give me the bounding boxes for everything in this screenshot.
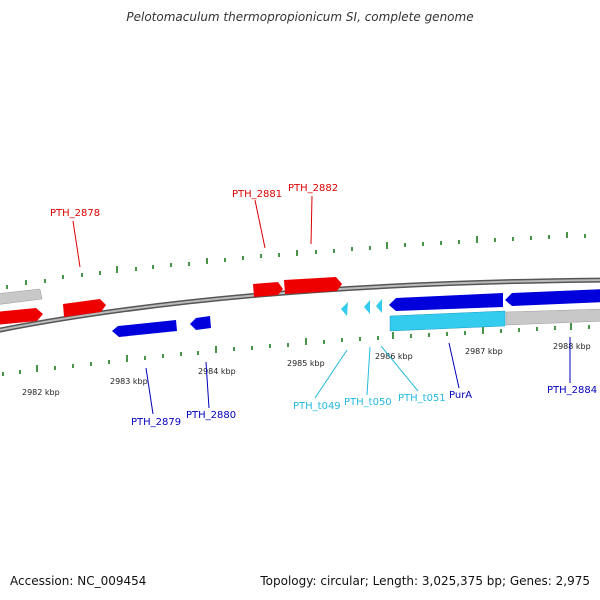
gene-forward-left[interactable] <box>0 308 43 325</box>
label-leader-lines <box>72 195 571 415</box>
accession-label: Accession: NC_009454 <box>10 574 147 588</box>
kbp-label-2986: 2986 kbp <box>375 352 413 361</box>
kbp-label-2982: 2982 kbp <box>22 388 60 397</box>
gene-rRNA-long[interactable] <box>389 310 506 332</box>
kbp-label-2988: 2988 kbp <box>553 342 591 351</box>
gene-label-PTH-t049[interactable]: PTH_t049 <box>293 401 341 412</box>
lower-tick-ring <box>2 323 590 376</box>
gene-label-PTH-2879[interactable]: PTH_2879 <box>131 417 181 428</box>
gene-label-PTH-2878[interactable]: PTH_2878 <box>50 208 100 219</box>
gene-label-PTH-2881[interactable]: PTH_2881 <box>232 189 282 200</box>
gene-label-PurA[interactable]: PurA <box>449 390 472 401</box>
map-title: Pelotomaculum thermopropionicum SI, comp… <box>126 10 474 24</box>
gene-PTH-2878[interactable] <box>63 299 106 317</box>
kbp-label-2985: 2985 kbp <box>287 359 325 368</box>
kbp-label-2987: 2987 kbp <box>465 347 503 356</box>
gene-PTH-2882[interactable] <box>284 277 342 294</box>
gene-label-PTH-2882[interactable]: PTH_2882 <box>288 183 338 194</box>
gene-PurA[interactable] <box>389 293 503 311</box>
kbp-label-2983: 2983 kbp <box>110 377 148 386</box>
gene-label-PTH-t050[interactable]: PTH_t050 <box>344 397 392 408</box>
upper-tick-ring <box>6 232 586 289</box>
gene-PTH-t051[interactable] <box>376 299 382 313</box>
gene-label-PTH-t051[interactable]: PTH_t051 <box>398 393 446 404</box>
gene-PTH-2881[interactable] <box>253 282 283 297</box>
kbp-label-2984: 2984 kbp <box>198 367 236 376</box>
gene-PTH-t050[interactable] <box>364 300 370 314</box>
gene-PTH-2879[interactable] <box>112 320 177 337</box>
genome-summary: Topology: circular; Length: 3,025,375 bp… <box>260 574 590 588</box>
gene-PTH-2880[interactable] <box>190 316 211 330</box>
gene-PTH-t049[interactable] <box>341 302 348 316</box>
gene-label-PTH-2884[interactable]: PTH_2884 <box>547 385 597 396</box>
gene-PTH-2884-pseudo[interactable] <box>505 308 600 326</box>
gene-PTH-2883[interactable] <box>505 289 600 306</box>
gene-label-PTH-2880[interactable]: PTH_2880 <box>186 410 236 421</box>
gene-pseudo-left[interactable] <box>0 288 43 305</box>
